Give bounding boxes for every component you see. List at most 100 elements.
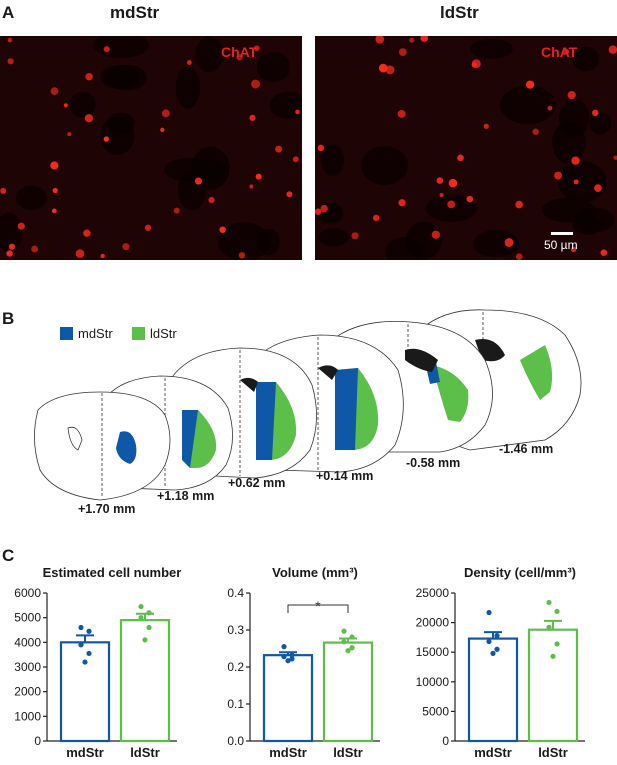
- chat-cell: [378, 63, 388, 73]
- chat-cell: [50, 87, 59, 95]
- micro-dark-patch: [589, 112, 612, 135]
- chat-cell: [420, 36, 429, 42]
- chat-cell: [100, 253, 105, 259]
- micrograph-ldstr: [315, 36, 617, 260]
- chat-cell: [571, 156, 580, 165]
- micro-bg: [0, 36, 302, 260]
- chat-cell: [103, 46, 110, 53]
- chat-cell: [236, 54, 243, 61]
- legend-swatch-ldstr: [132, 327, 145, 340]
- scale-bar-label: 50 µm: [544, 238, 578, 252]
- x-tick-label: mdStr: [269, 745, 307, 760]
- data-point: [289, 656, 295, 662]
- chat-cell: [17, 222, 25, 230]
- chat-cell: [439, 192, 444, 198]
- chat-cell: [608, 45, 617, 54]
- chat-cell: [122, 243, 130, 251]
- chat-cell: [483, 123, 489, 129]
- y-tick-label: 0.2: [227, 660, 244, 674]
- data-point: [349, 634, 355, 640]
- chat-label-left: ChAT: [221, 44, 258, 60]
- ld-title: ldStr: [440, 3, 479, 22]
- y-tick-label: 15000: [416, 645, 450, 659]
- y-tick-label: 5000: [422, 704, 449, 718]
- chat-cell: [471, 59, 481, 69]
- y-tick-label: 0.4: [227, 586, 244, 600]
- chat-cell: [0, 187, 7, 194]
- chat-cell: [6, 250, 13, 257]
- chat-cell: [466, 195, 474, 203]
- chat-cell: [436, 177, 444, 184]
- micro-dark-patch: [552, 121, 586, 164]
- chat-cell: [594, 184, 602, 192]
- chat-cell: [317, 144, 325, 152]
- s4-mdstr: [335, 368, 358, 450]
- panel-c-letter: C: [2, 546, 15, 565]
- chat-cell: [160, 127, 165, 133]
- data-point: [289, 652, 295, 658]
- data-point: [138, 615, 144, 621]
- data-point: [281, 654, 287, 660]
- micro-dark-patch: [500, 85, 557, 125]
- micro-dark-patch: [107, 64, 148, 91]
- bar-mdStr: [59, 641, 111, 743]
- y-tick-label: 0: [442, 734, 449, 748]
- panel-a-letter: A: [2, 3, 15, 22]
- data-point: [281, 644, 287, 650]
- micro-dark-patch: [107, 112, 135, 134]
- significance-marker: *: [315, 598, 321, 614]
- chat-cell: [515, 200, 523, 209]
- chat-cell: [409, 37, 415, 43]
- chat-cell: [447, 200, 456, 209]
- chat-cell: [547, 105, 553, 111]
- chat-cell: [385, 65, 395, 75]
- data-point: [82, 659, 88, 665]
- bar-mdStr: [262, 654, 314, 743]
- bar-charts: Estimated cell number 0 1000 2000 3000 4000 50…: [14, 565, 585, 760]
- chat-cell: [255, 173, 262, 180]
- data-point: [146, 624, 152, 631]
- chat-cell: [295, 109, 300, 115]
- chart-title: Density (cell/mm³): [464, 565, 576, 580]
- y-tick-label: 3000: [14, 660, 41, 674]
- micro-dark-patch: [572, 215, 603, 235]
- chart-3: Density (cell/mm³) 0 5000 10000 15000 20000 25…: [416, 565, 585, 760]
- micro-dark-patch: [218, 222, 270, 260]
- chat-cell: [554, 171, 563, 180]
- micrograph-ldstr-image: [315, 36, 617, 260]
- chart-1: Estimated cell number 0 1000 2000 3000 4000 50…: [14, 565, 181, 760]
- panel-b-letter: B: [2, 309, 15, 328]
- data-point: [550, 653, 556, 659]
- y-tick-label: 6000: [14, 586, 41, 600]
- chat-cell: [8, 243, 15, 250]
- chat-cell: [208, 196, 215, 204]
- data-point: [554, 641, 560, 647]
- chat-cell: [398, 48, 407, 57]
- section-label-6: -1.46 mm: [499, 442, 554, 456]
- chat-cell: [275, 145, 283, 153]
- chat-cell: [67, 132, 72, 137]
- chat-cell: [398, 199, 406, 207]
- chat-cell: [592, 109, 599, 117]
- chat-cell: [525, 80, 535, 89]
- chat-cell: [85, 73, 93, 81]
- micro-dark-patch: [269, 91, 302, 119]
- y-tick-label: 4000: [14, 635, 41, 649]
- micro-dark-patch: [175, 66, 200, 109]
- legend-label-mdstr: mdStr: [78, 326, 113, 341]
- chat-cell: [52, 208, 57, 214]
- chat-cell: [457, 154, 464, 162]
- chat-cell: [83, 229, 91, 237]
- micro-dark-patch: [195, 36, 224, 73]
- section-label-4: +0.14 mm: [316, 469, 374, 483]
- chat-cell: [515, 253, 523, 260]
- chat-cell: [532, 128, 539, 135]
- micro-dark-patch: [473, 229, 520, 258]
- micro-dark-patch: [256, 52, 291, 83]
- chat-cell: [448, 178, 458, 188]
- legend-swatch-mdstr: [60, 327, 73, 340]
- y-tick-label: 0.1: [227, 697, 244, 711]
- chat-cell: [186, 60, 192, 65]
- data-point: [285, 658, 291, 664]
- data-point: [146, 610, 152, 616]
